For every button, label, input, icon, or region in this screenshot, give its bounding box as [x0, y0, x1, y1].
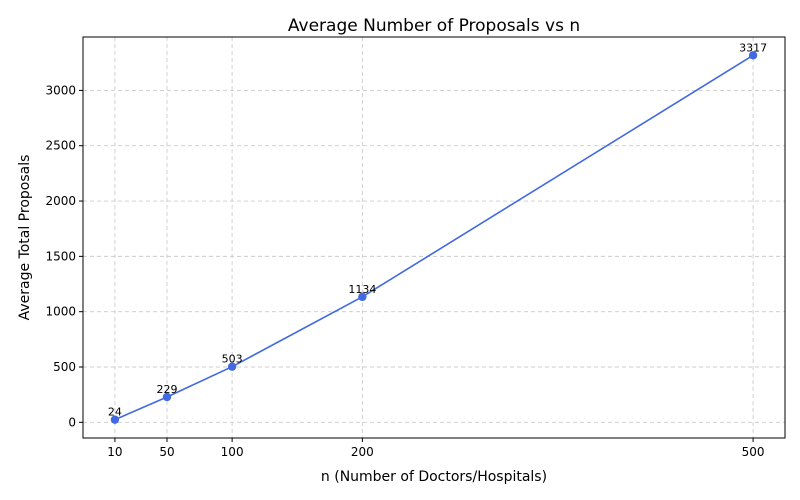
y-tick-label: 2500 [45, 139, 76, 153]
x-tick-label: 50 [159, 445, 174, 459]
data-label: 1134 [348, 283, 376, 296]
x-tick-label: 10 [107, 445, 122, 459]
data-label: 503 [222, 353, 243, 366]
y-tick-label: 1500 [45, 249, 76, 263]
data-point [748, 51, 758, 60]
series [110, 51, 758, 424]
grid [83, 37, 785, 438]
data-label: 229 [157, 383, 178, 396]
data-point [227, 362, 237, 371]
y-tick-label: 1000 [45, 305, 76, 319]
x-axis-label: n (Number of Doctors/Hospitals) [321, 469, 547, 485]
axis-ticks: 10 50 100 200 500 0 500 1000 1500 2000 2500 3000 [45, 83, 764, 459]
y-axis-label: Average Total Proposals [17, 155, 33, 321]
y-tick-label: 0 [68, 415, 76, 429]
data-point [110, 415, 120, 424]
x-tick-label: 100 [221, 445, 244, 459]
chart-title: Average Number of Proposals vs n [288, 16, 580, 36]
data-label: 24 [108, 406, 122, 419]
data-point [358, 292, 367, 302]
data-label: 3317 [739, 41, 767, 54]
data-point [162, 392, 172, 402]
plot-frame [82, 36, 786, 439]
data-labels: 24 229 503 1134 3317 [108, 41, 767, 418]
y-tick-label: 500 [53, 360, 76, 374]
y-tick-label: 2000 [45, 194, 76, 208]
x-tick-label: 200 [351, 445, 374, 459]
y-tick-label: 3000 [45, 83, 76, 97]
x-tick-label: 500 [742, 445, 765, 459]
